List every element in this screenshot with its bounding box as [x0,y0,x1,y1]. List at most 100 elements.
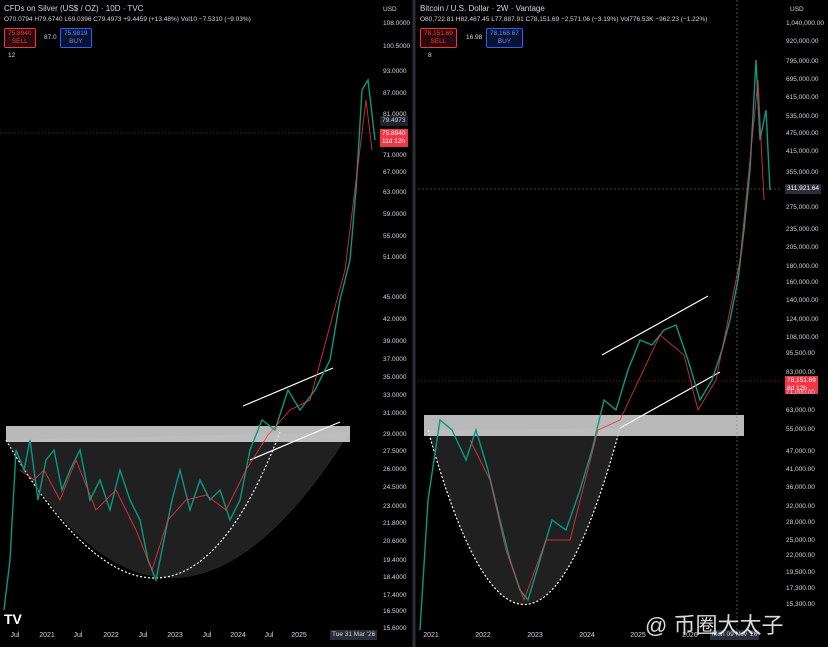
price-axis-label: 67.0000 [383,169,407,176]
price-axis-label: 29.0000 [383,431,407,438]
price-axis-label: 31.0000 [383,410,407,417]
resistance-band [424,415,744,436]
price-axis-label: 63.0000 [383,189,407,196]
sell-button[interactable]: 75.8940 SELL [4,28,36,48]
price-axis-label: 100.5000 [383,43,411,50]
buy-label: BUY [497,38,512,45]
cup-shape [428,428,620,605]
price-axis-label: 15.6000 [383,625,407,632]
currency: USD [383,6,397,13]
buy-price: 75.9819 [64,30,88,37]
ohlc: O70.0794 H79.6740 L69.0396 C79.4973 +9.4… [4,16,179,23]
price-axis-label: 63,000.00 [786,407,815,414]
price-axis-label: 27.5000 [383,448,407,455]
price-axis-label: 18.4000 [383,574,407,581]
resistance-band [6,426,350,442]
countdown: 8d 12h [787,385,807,392]
price-axis-label: 160,000.00 [786,279,819,286]
price-axis-label: 16.5000 [383,608,407,615]
price-axis-label: 17.4000 [383,592,407,599]
price-axis-label: 81.0000 [383,111,407,118]
sell-label: SELL [11,38,28,45]
price-axis-label: 124,000.00 [786,316,819,323]
price-axis-label: 55.0000 [383,233,407,240]
price-axis-label: 205,000.00 [786,244,819,251]
currency: USD [790,6,804,13]
price-axis-label: 23.0000 [383,503,407,510]
price-axis-label: 39.0000 [383,338,407,345]
time-axis-label: 2022 [475,632,491,639]
price-axis-label: 51.0000 [383,254,407,261]
price-axis-label: 17,300.00 [786,585,815,592]
countdown: 11d 12h [382,138,406,145]
time-axis-label: 2024 [579,632,595,639]
volume: Vol776.53K −962.23 (−1.22%) [620,16,708,23]
cursor-date: Mon 09 Nov '26 [710,630,760,640]
price-axis-label: 33.0000 [383,392,407,399]
trend-line [619,371,721,429]
symbol: CFDs on Silver (US$ / OZ) · 10D · TVC [4,4,144,13]
time-axis-label: 2025 [291,632,307,639]
price-axis-label: 35.0000 [383,374,407,381]
price-axis-label: 36,000.00 [786,484,815,491]
countdown-price: 78,151.69 [787,377,816,384]
time-axis-label: 2026 [682,632,698,639]
time-axis-label: Jul [264,632,274,639]
time-axis-label: Jul [138,632,148,639]
countdown-marker: 75.8940 11d 12h [380,129,408,147]
price-axis-label: 83,000.00 [786,369,815,376]
price-axis-label: 41,000.00 [786,466,815,473]
cup-shape [6,432,350,579]
price-axis-label: 71,000.00 [786,389,815,396]
price-axis-label: 26.0000 [383,466,407,473]
price-axis-label: 535,000.00 [786,113,819,120]
sell-button[interactable]: 78,151.69 SELL [420,28,457,48]
buy-button[interactable]: 78,168.67 BUY [486,28,523,48]
ohlc-row: O70.0794 H79.6740 L69.0396 C79.4973 +9.4… [4,16,251,23]
cup-outline [427,427,621,606]
price-axis-label: 21.8000 [383,520,407,527]
price-axis-label: 28,000.00 [786,519,815,526]
countdown-price: 75.8940 [382,130,406,137]
price-axis-label: 20.6000 [383,538,407,545]
price-axis-label: 42.0000 [383,316,407,323]
sell-price: 78,151.69 [424,30,453,37]
price-axis-label: 47,000.00 [786,448,815,455]
time-axis-label: 2023 [527,632,543,639]
time-axis-label: 2022 [103,632,119,639]
sell-price: 75.8940 [8,30,32,37]
price-axis-label: 180,000.00 [786,263,819,270]
price-axis-label: 71.0000 [383,152,407,159]
spread: 16.98 [466,34,483,41]
buy-label: BUY [69,38,83,45]
indicator-count[interactable]: 12 [8,52,16,59]
countdown-marker: 78,151.69 8d 12h [785,376,818,394]
indicator-count[interactable]: 8 [428,52,432,59]
ohlc: O80,722.81 H82,467.45 L77,887.91 C78,151… [420,16,619,23]
tv-logo: TV [4,611,23,627]
price-axis-label: 95,500.00 [786,350,815,357]
time-axis-label: 2021 [423,632,439,639]
price-series [469,79,765,602]
trend-line [249,421,341,461]
symbol-header: CFDs on Silver (US$ / OZ) · 10D · TVC [4,4,143,13]
buy-button[interactable]: 75.9819 BUY [60,28,92,48]
time-axis-label: Jul [10,632,20,639]
volume: Vol10 −7.5310 (−9.03%) [180,16,251,23]
price-axis-label: 19.4000 [383,557,407,564]
trend-line [601,295,709,356]
crosshair-price: 311,921.64 [785,184,822,194]
last-price-marker: 79.4973 [380,116,408,126]
price-axis-label: 93.0000 [383,68,407,75]
price-axis-label: 415,000.00 [786,148,819,155]
time-axis-label: Jul [202,632,212,639]
ohlc-row: O80,722.81 H82,467.45 L77,887.91 C78,151… [420,16,707,23]
price-axis-label: 920,000.00 [786,38,819,45]
price-axis-label: 140,000.00 [786,297,819,304]
price-axis-label: 355,000.00 [786,169,819,176]
price-axis-label: 275,000.00 [786,204,819,211]
time-axis-label: 2024 [230,632,246,639]
price-axis-label: 87.0000 [383,90,407,97]
